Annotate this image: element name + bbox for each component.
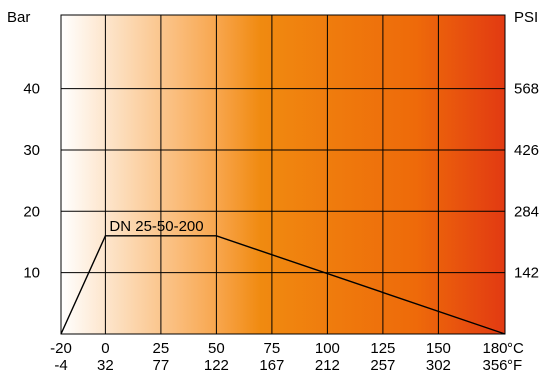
series-label: DN 25-50-200: [109, 218, 203, 235]
x-axis-unit-fahrenheit: °F: [507, 357, 522, 374]
x-tick-label-fahrenheit: 167: [259, 357, 284, 374]
y-tick-label-bar: 30: [23, 142, 40, 159]
y-axis-unit-left: Bar: [7, 9, 30, 26]
x-tick-label-fahrenheit: 122: [204, 357, 229, 374]
x-tick-label-fahrenheit: 356: [482, 357, 507, 374]
x-tick-label-celsius: 25: [153, 340, 170, 357]
x-tick-label-celsius: 150: [426, 340, 451, 357]
x-tick-label-celsius: 0: [101, 340, 109, 357]
y-tick-label-bar: 10: [23, 265, 40, 282]
x-tick-label-fahrenheit: 302: [426, 357, 451, 374]
y-tick-label-bar: 20: [23, 203, 40, 220]
x-tick-label-fahrenheit: 212: [315, 357, 340, 374]
x-tick-label-celsius: 100: [315, 340, 340, 357]
y-tick-label-bar: 40: [23, 81, 40, 98]
x-tick-label-celsius: 50: [208, 340, 225, 357]
x-tick-label-celsius: 125: [370, 340, 395, 357]
x-tick-label-celsius: 75: [264, 340, 281, 357]
y-axis-unit-right: PSI: [514, 9, 538, 26]
series-line: [60, 235, 506, 335]
x-tick-label-fahrenheit: -4: [54, 357, 67, 374]
x-tick-label-celsius: 180: [482, 340, 507, 357]
y-tick-label-psi: 142: [514, 265, 539, 282]
grid-lines: [61, 15, 505, 334]
y-tick-label-psi: 426: [514, 142, 539, 159]
x-tick-label-fahrenheit: 32: [97, 357, 114, 374]
y-tick-label-psi: 568: [514, 81, 539, 98]
x-axis-unit-celsius: °C: [507, 340, 524, 357]
tick-labels: -20-403225775012275167100212125257150302…: [23, 81, 539, 374]
x-tick-label-celsius: -20: [50, 340, 72, 357]
x-tick-label-fahrenheit: 257: [370, 357, 395, 374]
series-layer: [60, 235, 506, 335]
x-tick-label-fahrenheit: 77: [153, 357, 170, 374]
plot-frame: [60, 14, 506, 335]
y-tick-label-psi: 284: [514, 203, 539, 220]
plot-background: [61, 15, 505, 334]
